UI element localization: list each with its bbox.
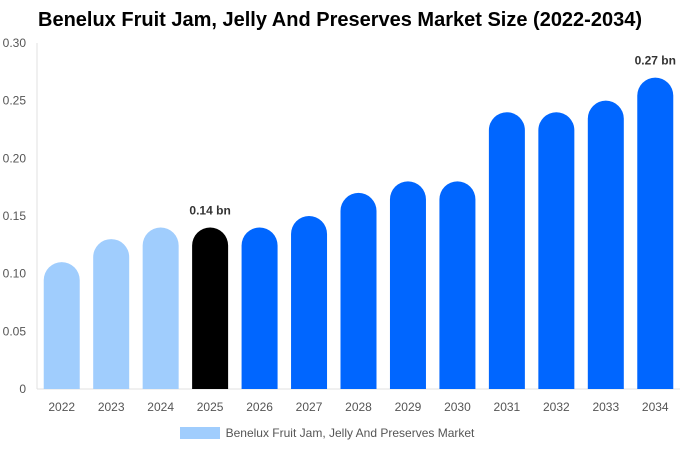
y-tick-label: 0.25 bbox=[3, 94, 27, 108]
legend-label: Benelux Fruit Jam, Jelly And Preserves M… bbox=[225, 426, 475, 440]
bar-2023 bbox=[93, 239, 130, 389]
bar-2025 bbox=[192, 227, 229, 389]
legend-swatch bbox=[179, 427, 220, 439]
x-tick-label: 2031 bbox=[494, 400, 521, 414]
x-tick-label: 2029 bbox=[395, 400, 422, 414]
x-tick-label: 2028 bbox=[345, 400, 372, 414]
legend: Benelux Fruit Jam, Jelly And Preserves M… bbox=[0, 426, 680, 440]
y-tick-label: 0.30 bbox=[3, 36, 27, 50]
x-tick-label: 2032 bbox=[543, 400, 570, 414]
x-tick-label: 2025 bbox=[197, 400, 224, 414]
bar-2027 bbox=[291, 216, 328, 389]
x-tick-label: 2034 bbox=[642, 400, 669, 414]
x-tick-label: 2027 bbox=[296, 400, 323, 414]
x-tick-label: 2030 bbox=[444, 400, 471, 414]
y-tick-label: 0.10 bbox=[3, 267, 27, 281]
bar-2022 bbox=[43, 262, 80, 389]
bar-2032 bbox=[538, 112, 575, 389]
chart-title: Benelux Fruit Jam, Jelly And Preserves M… bbox=[38, 9, 642, 31]
x-tick-label: 2022 bbox=[48, 400, 75, 414]
bar-2024 bbox=[142, 227, 179, 389]
bar-2034 bbox=[637, 77, 674, 389]
x-tick-label: 2024 bbox=[147, 400, 174, 414]
bar-2030 bbox=[439, 181, 476, 389]
y-tick-label: 0.15 bbox=[3, 209, 27, 223]
x-tick-label: 2026 bbox=[246, 400, 273, 414]
bar-2033 bbox=[587, 100, 624, 389]
y-tick-label: 0.20 bbox=[3, 151, 27, 165]
data-label: 0.27 bn bbox=[635, 54, 676, 68]
y-tick-label: 0 bbox=[19, 382, 26, 396]
x-tick-label: 2023 bbox=[98, 400, 125, 414]
bar-2026 bbox=[241, 227, 278, 389]
bar-2031 bbox=[488, 112, 525, 389]
y-tick-label: 0.05 bbox=[3, 324, 27, 338]
x-tick-label: 2033 bbox=[592, 400, 619, 414]
bar-2028 bbox=[340, 192, 377, 389]
data-label: 0.14 bn bbox=[189, 204, 230, 218]
bar-2029 bbox=[389, 181, 426, 389]
